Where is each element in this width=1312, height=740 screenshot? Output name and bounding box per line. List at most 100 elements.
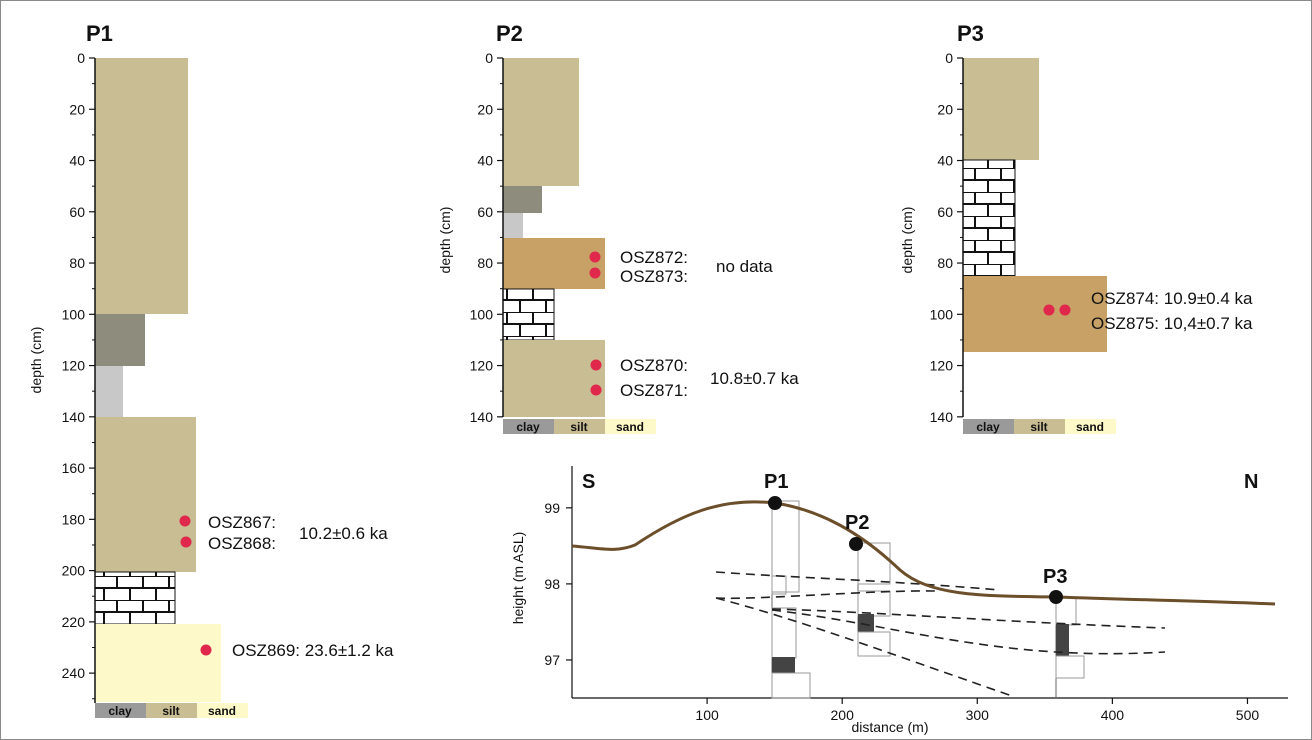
sample-dot-osz869 — [200, 644, 212, 656]
x-tick-label-100: 100 — [695, 707, 719, 723]
profile-p2-layers — [502, 58, 605, 417]
p1-column-outline-mid — [771, 575, 787, 595]
x-tick-label-200: 200 — [831, 707, 855, 723]
depth-tick-label-160: 160 — [62, 460, 86, 476]
p3-key-silt-label: silt — [1030, 420, 1047, 434]
p1-layer-200-220-carbonate — [94, 571, 176, 625]
depth-tick-label-20: 20 — [69, 101, 85, 117]
p1-layer-120-140 — [95, 366, 123, 417]
p2-layer-90-110-carbonate — [502, 288, 555, 341]
profile-p2-samples: OSZ872: OSZ873: no data OSZ870: OSZ871: … — [589, 248, 799, 400]
depth-tick-label-60: 60 — [477, 204, 493, 220]
p2-layer-50-60 — [503, 186, 542, 213]
depth-tick-label-0: 0 — [485, 50, 493, 66]
sample-dot-osz870 — [590, 359, 602, 371]
depth-tick-label-40: 40 — [937, 153, 953, 169]
profile-p1-ticks: 0 20 40 60 80 100 120 140 160 180 200 220 240 — [62, 50, 95, 700]
p1-key-clay-label: clay — [108, 704, 132, 718]
profile-p2-ylabel: depth (cm) — [437, 207, 453, 274]
sample-label-osz867: OSZ867: — [208, 513, 276, 532]
cross-section-ticks: 100 200 300 400 500 99 98 97 — [544, 500, 1259, 723]
profile-p2-grain-key: clay silt sand — [503, 419, 656, 434]
profile-p1-title: P1 — [86, 21, 113, 46]
p2-key-sand — [605, 419, 656, 434]
sample-label-osz874: OSZ874: 10.9±0.4 ka — [1091, 289, 1253, 308]
depth-tick-label-200: 200 — [62, 563, 86, 579]
transect-marker-p2 — [849, 537, 863, 551]
p1-key-clay — [95, 703, 146, 718]
depth-tick-label-100: 100 — [470, 306, 494, 322]
y-tick-label-99: 99 — [544, 500, 560, 516]
sample-dot-osz868 — [180, 536, 192, 548]
p3-key-sand-label: sand — [1076, 420, 1104, 434]
depth-tick-label-100: 100 — [930, 306, 954, 322]
sample-dot-osz873 — [589, 267, 601, 279]
profile-p3-title: P3 — [957, 21, 984, 46]
depth-tick-label-240: 240 — [62, 665, 86, 681]
p2-key-clay-label: clay — [516, 420, 540, 434]
boundary-line-4 — [771, 609, 1166, 655]
transect-marker-p3 — [1049, 590, 1063, 604]
p1-layer-100-120 — [95, 314, 145, 366]
y-tick-label-97: 97 — [544, 652, 560, 668]
p1-layer-0-100 — [95, 58, 188, 314]
sample-label-osz870: OSZ870: — [620, 356, 688, 375]
depth-tick-label-0: 0 — [945, 50, 953, 66]
depth-tick-label-20: 20 — [477, 101, 493, 117]
p1-key-silt — [146, 703, 197, 718]
profile-p1-samples: OSZ867: OSZ868: 10.2±0.6 ka OSZ869: 23.6… — [179, 513, 394, 660]
p1-carbonate-block — [772, 657, 795, 673]
profile-p3-ticks: 0 20 40 60 80 100 120 140 — [930, 50, 963, 425]
p1-layer-220-250 — [95, 624, 221, 702]
p2-layer-70-90 — [503, 238, 605, 289]
p1-key-sand — [197, 703, 248, 718]
age-label-p1: 10.2±0.6 ka — [299, 524, 388, 543]
depth-tick-label-60: 60 — [69, 204, 85, 220]
depth-tick-label-80: 80 — [69, 255, 85, 271]
depth-tick-label-120: 120 — [62, 358, 86, 374]
p3-layer-40-85-carbonate — [962, 159, 1016, 277]
profile-p3: P3 depth (cm) 0 20 40 60 80 100 120 140 clay si… — [899, 21, 1253, 434]
profile-p1-ylabel: depth (cm) — [28, 327, 44, 394]
transect-p2-column — [857, 542, 891, 657]
p2-key-clay — [503, 419, 554, 434]
depth-tick-label-180: 180 — [62, 511, 86, 527]
p1-key-sand-label: sand — [208, 704, 236, 718]
p2-layer-0-50 — [503, 58, 579, 186]
transect-label-p1: P1 — [764, 471, 788, 493]
p2-key-silt — [554, 419, 605, 434]
p3-key-clay-label: clay — [976, 420, 1000, 434]
stratigraphic-boundaries — [715, 571, 1166, 697]
p3-key-clay — [963, 419, 1014, 434]
depth-tick-label-40: 40 — [477, 153, 493, 169]
depth-tick-label-220: 220 — [62, 614, 86, 630]
profile-p2: P2 depth (cm) 0 20 40 60 80 100 120 140 clay si… — [437, 21, 799, 434]
terrain-surface-line — [571, 500, 1276, 606]
p3-layer-85-115 — [963, 276, 1107, 352]
profile-p1-grain-key: clay silt sand — [95, 703, 248, 718]
p2-column-outline-lower — [857, 631, 891, 657]
depth-tick-label-140: 140 — [930, 409, 954, 425]
transect-p3-column — [1055, 596, 1085, 698]
profile-p1-layers — [94, 58, 221, 702]
boundary-line-1 — [715, 571, 1001, 591]
direction-north: N — [1244, 471, 1258, 493]
sample-label-osz869: OSZ869: 23.6±1.2 ka — [232, 641, 394, 660]
p3-key-silt — [1014, 419, 1065, 434]
profile-p1: P1 depth (cm) 0 20 40 60 80 100 120 140 160 180 20… — [28, 21, 394, 718]
x-tick-label-300: 300 — [966, 707, 990, 723]
age-label-p2-lower: 10.8±0.7 ka — [710, 369, 799, 388]
sample-dot-osz874 — [1043, 304, 1055, 316]
sample-dot-osz871 — [590, 384, 602, 396]
sample-label-osz875: OSZ875: 10,4±0.7 ka — [1091, 314, 1253, 333]
x-tick-label-500: 500 — [1236, 707, 1260, 723]
transect-p1-column — [771, 498, 811, 699]
depth-tick-label-140: 140 — [470, 409, 494, 425]
depth-tick-label-40: 40 — [69, 153, 85, 169]
depth-tick-label-20: 20 — [937, 101, 953, 117]
p2-carbonate-block — [858, 614, 874, 632]
cross-section-ylabel: height (m ASL) — [510, 532, 526, 625]
cross-section: height (m ASL) distance (m) 100 200 300 400… — [510, 466, 1288, 735]
sample-label-osz868: OSZ868: — [208, 534, 276, 553]
